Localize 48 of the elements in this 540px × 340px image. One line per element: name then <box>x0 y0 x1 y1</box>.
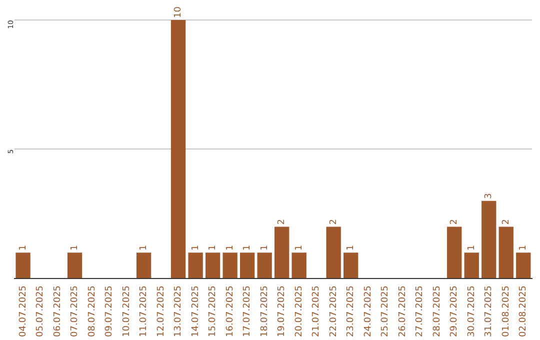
x-tick-label: 14.07.2025 <box>190 285 201 337</box>
x-tick-label: 27.07.2025 <box>415 285 426 337</box>
data-label: 1 <box>518 244 529 251</box>
data-label: 1 <box>190 244 201 251</box>
x-tick-label: 28.07.2025 <box>432 285 442 337</box>
data-label: 2 <box>501 219 512 225</box>
data-label: 10 <box>174 6 184 18</box>
data-label: 2 <box>277 219 288 225</box>
x-tick-label: 30.07.2025 <box>466 285 477 337</box>
x-tick-label: 01.08.2025 <box>501 285 512 337</box>
data-label: 1 <box>70 244 80 251</box>
data-label: 1 <box>18 244 28 251</box>
x-tick-label: 19.07.2025 <box>277 285 288 337</box>
x-tick-label: 26.07.2025 <box>398 285 408 337</box>
data-label: 3 <box>484 193 494 199</box>
x-tick-label: 07.07.2025 <box>70 285 80 337</box>
x-tick-label: 23.07.2025 <box>346 285 356 337</box>
data-label: 1 <box>242 244 253 251</box>
data-label: 1 <box>260 244 270 251</box>
x-tick-label: 11.07.2025 <box>139 285 150 337</box>
x-tick-label: 18.07.2025 <box>260 285 270 337</box>
data-label: 1 <box>466 244 477 251</box>
x-tick-label: 05.07.2025 <box>36 285 46 337</box>
data-label: 2 <box>328 219 339 225</box>
x-tick-label: 08.07.2025 <box>87 285 98 337</box>
x-tick-label: 24.07.2025 <box>363 285 374 337</box>
x-tick-label: 12.07.2025 <box>156 285 166 337</box>
data-label: 1 <box>294 244 304 251</box>
x-tick-label: 09.07.2025 <box>104 285 115 337</box>
data-label: 1 <box>346 244 356 251</box>
x-tick-label: 13.07.2025 <box>174 285 184 337</box>
x-tick-label: 22.07.2025 <box>328 285 339 337</box>
data-label: 1 <box>225 244 236 251</box>
x-tick-label: 29.07.2025 <box>450 285 460 337</box>
x-tick-label: 04.07.2025 <box>18 285 28 337</box>
x-tick-label: 10.07.2025 <box>122 285 132 337</box>
x-tick-label: 21.07.2025 <box>312 285 322 337</box>
x-tick-label: 02.08.2025 <box>518 285 529 337</box>
x-tick-label: 31.07.2025 <box>484 285 494 337</box>
x-tick-label: 20.07.2025 <box>294 285 304 337</box>
x-tick-label: 25.07.2025 <box>380 285 391 337</box>
data-label: 1 <box>139 244 150 251</box>
x-tick-label: 17.07.2025 <box>242 285 253 337</box>
x-tick-label: 06.07.2025 <box>52 285 63 337</box>
x-tick-label: 15.07.2025 <box>208 285 218 337</box>
data-label: 2 <box>450 219 460 225</box>
data-label: 1 <box>208 244 218 251</box>
x-tick-label: 16.07.2025 <box>225 285 236 337</box>
